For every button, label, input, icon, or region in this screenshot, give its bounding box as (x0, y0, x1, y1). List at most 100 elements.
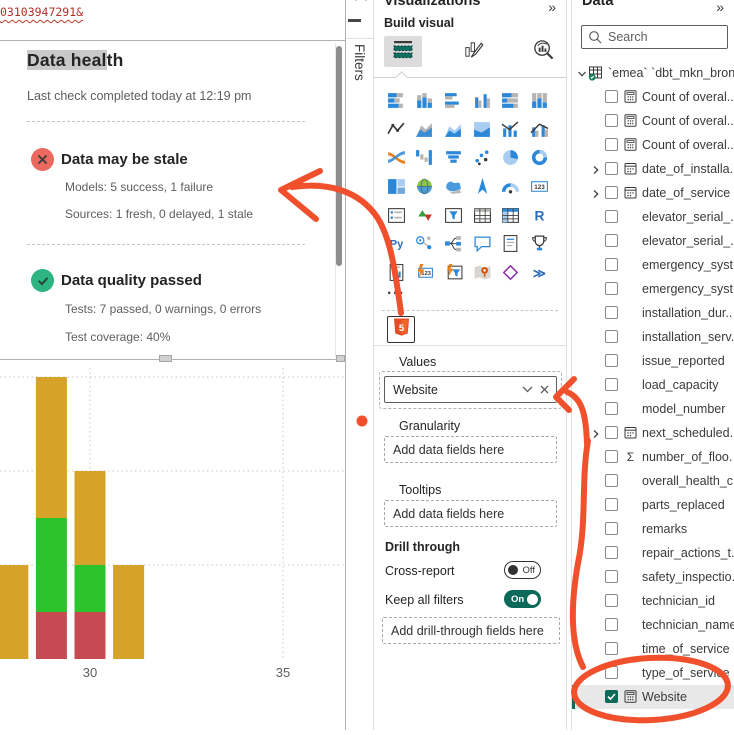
keep-all-filters-toggle[interactable]: On (504, 590, 541, 608)
data-health-card[interactable]: Data health Last check completed today a… (0, 41, 345, 360)
checkbox[interactable] (605, 594, 618, 607)
power-apps-icon[interactable] (496, 258, 525, 287)
tooltips-well[interactable]: Add data fields here (384, 500, 557, 527)
field-row-issue-reported[interactable]: issue_reported (572, 349, 734, 373)
visual-resize-handle[interactable] (336, 355, 345, 362)
checkbox[interactable] (605, 474, 618, 487)
filters-pane-title[interactable]: Filters (352, 44, 367, 81)
python-visual-icon[interactable]: Py (382, 229, 411, 258)
checkbox[interactable] (605, 306, 618, 319)
smart-narrative-icon[interactable] (496, 229, 525, 258)
checkbox[interactable] (605, 570, 618, 583)
treemap-icon[interactable] (382, 172, 411, 201)
field-row-emergency-syst[interactable]: emergency_syst. (572, 277, 734, 301)
cross-report-toggle[interactable]: Off (504, 561, 541, 579)
waterfall-chart-icon[interactable] (411, 143, 440, 172)
checkbox[interactable] (605, 450, 618, 463)
collapse-pane-icon[interactable]: » (548, 0, 556, 15)
hundred-stacked-column-chart-icon[interactable] (525, 86, 554, 115)
values-field-pill[interactable]: Website (384, 376, 557, 403)
filters-pane-collapsed[interactable]: Filters (346, 0, 374, 730)
checkbox[interactable] (605, 282, 618, 295)
collapse-pane-icon[interactable]: » (716, 0, 724, 15)
field-row-installation-dur[interactable]: installation_dur.. (572, 301, 734, 325)
card-icon[interactable]: 123 (525, 172, 554, 201)
new-slicer-icon[interactable] (439, 258, 468, 287)
checkbox[interactable] (605, 162, 618, 175)
line-and-stacked-column-chart-icon[interactable] (496, 115, 525, 144)
checkbox[interactable] (605, 522, 618, 535)
field-row-technician-name[interactable]: technician_name (572, 613, 734, 637)
table-tree-item[interactable]: `emea` `dbt_mkn_bron.. (572, 61, 734, 85)
checkbox[interactable] (605, 642, 618, 655)
checkbox[interactable] (605, 186, 618, 199)
clustered-bar-chart-icon[interactable] (439, 86, 468, 115)
field-row-date-of-service[interactable]: date_of_service (572, 181, 734, 205)
hundred-stacked-area-chart-icon[interactable] (468, 115, 497, 144)
field-row-installation-serv[interactable]: installation_serv. (572, 325, 734, 349)
arcgis-map-icon[interactable] (468, 258, 497, 287)
area-chart-icon[interactable] (411, 115, 440, 144)
multi-row-card-icon[interactable] (382, 201, 411, 230)
field-row-emergency-syst[interactable]: emergency_syst. (572, 253, 734, 277)
granularity-well[interactable]: Add data fields here (384, 436, 557, 463)
filled-map-icon[interactable] (439, 172, 468, 201)
line-and-clustered-column-chart-icon[interactable] (525, 115, 554, 144)
field-row-overall-health-c[interactable]: overall_health_c. (572, 469, 734, 493)
tab-format-visual[interactable] (454, 36, 492, 67)
chevron-right-icon[interactable] (591, 164, 601, 178)
search-input[interactable]: Search (581, 25, 728, 49)
field-row-elevator-serial[interactable]: elevator_serial_.. (572, 205, 734, 229)
field-row-technician-id[interactable]: technician_id (572, 589, 734, 613)
azure-map-icon[interactable] (468, 172, 497, 201)
html-content-visual-button[interactable]: 5 (387, 316, 415, 343)
tab-analytics[interactable] (524, 36, 562, 67)
checkbox[interactable] (605, 546, 618, 559)
chevron-down-icon[interactable] (522, 386, 533, 393)
field-row-type-of-service[interactable]: type_of_service (572, 661, 734, 685)
ribbon-chart-icon[interactable] (382, 143, 411, 172)
new-card-icon[interactable]: 123 (411, 258, 440, 287)
checkbox[interactable] (605, 330, 618, 343)
bar-chart[interactable]: 30 35 (0, 360, 345, 730)
stacked-histogram-visual[interactable]: 30 35 (0, 360, 345, 730)
chevron-right-icon[interactable] (591, 428, 601, 442)
metrics-icon[interactable] (525, 229, 554, 258)
checkbox[interactable] (605, 234, 618, 247)
chevron-up-icon[interactable] (355, 0, 367, 6)
field-row-model-number[interactable]: model_number (572, 397, 734, 421)
checkbox[interactable] (605, 402, 618, 415)
field-row-website[interactable]: Website (572, 685, 734, 709)
kpi-icon[interactable] (411, 201, 440, 230)
field-row-remarks[interactable]: remarks (572, 517, 734, 541)
slicer-icon[interactable] (439, 201, 468, 230)
get-more-visuals-button[interactable]: ... (387, 281, 405, 298)
field-row-elevator-serial[interactable]: elevator_serial_.. (572, 229, 734, 253)
checkbox[interactable] (605, 210, 618, 223)
r-script-icon[interactable]: R (525, 201, 554, 230)
scrollbar-thumb[interactable] (336, 46, 342, 266)
field-row-time-of-service[interactable]: time_of_service (572, 637, 734, 661)
gauge-icon[interactable] (496, 172, 525, 201)
field-row-count-of-overal[interactable]: Count of overal.. (572, 109, 734, 133)
checkbox[interactable] (605, 666, 618, 679)
tab-build-visual[interactable] (384, 36, 422, 67)
visual-resize-handle[interactable] (159, 355, 172, 362)
checkbox[interactable] (605, 138, 618, 151)
map-icon[interactable] (411, 172, 440, 201)
checkbox[interactable] (605, 114, 618, 127)
pie-chart-icon[interactable] (496, 143, 525, 172)
table-icon[interactable] (468, 201, 497, 230)
field-row-parts-replaced[interactable]: parts_replaced (572, 493, 734, 517)
drill-through-well[interactable]: Add drill-through fields here (382, 617, 560, 644)
field-row-count-of-overal[interactable]: Count of overal.. (572, 133, 734, 157)
checkbox[interactable] (605, 378, 618, 391)
line-chart-icon[interactable] (382, 115, 411, 144)
stacked-column-chart-icon[interactable] (411, 86, 440, 115)
clustered-column-chart-icon[interactable] (468, 86, 497, 115)
checkbox[interactable] (605, 498, 618, 511)
q-and-a-icon[interactable] (468, 229, 497, 258)
checkbox[interactable] (605, 618, 618, 631)
power-automate-icon[interactable]: ≫ (525, 258, 554, 287)
